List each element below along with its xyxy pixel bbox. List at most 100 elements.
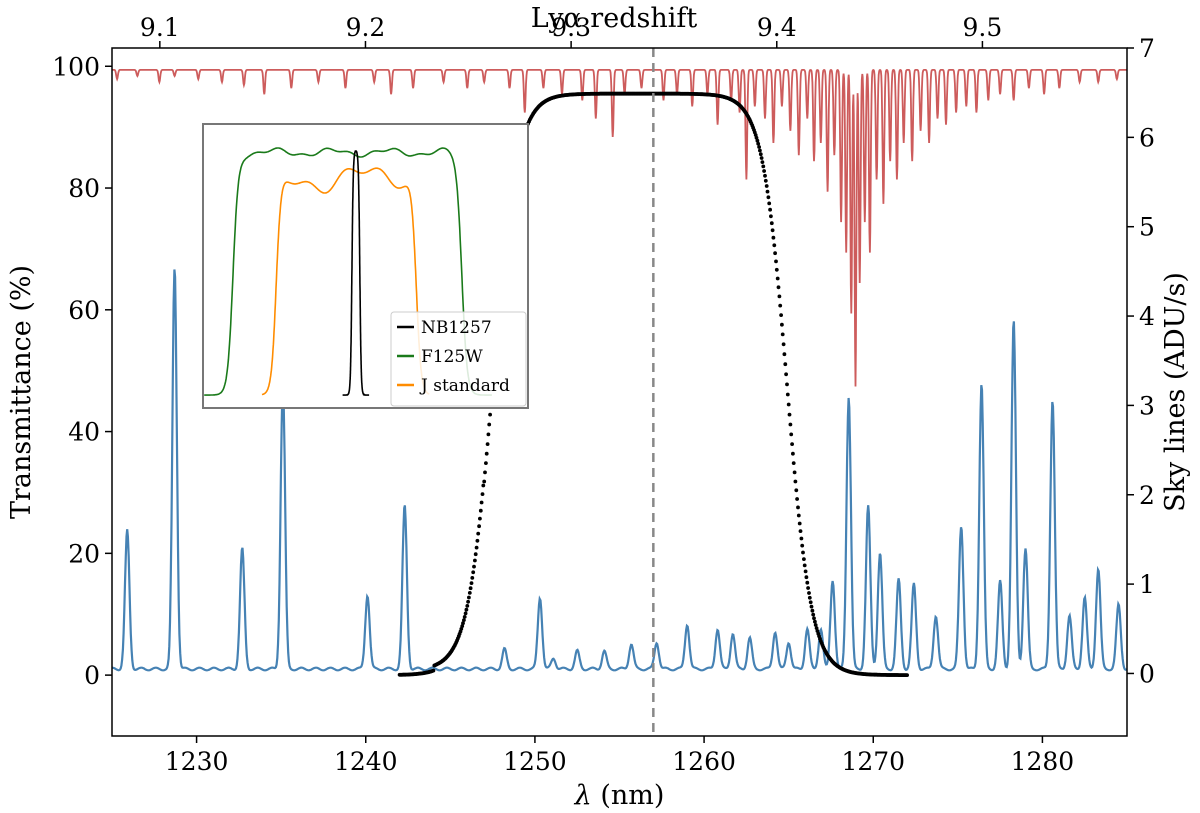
y-left-tick-label: 80	[68, 174, 100, 203]
nb1257-point	[782, 352, 787, 357]
x-tick-label: 1230	[165, 747, 229, 776]
y-right-tick-label: 7	[1139, 34, 1155, 63]
y-left-tick-label: 60	[68, 296, 100, 325]
nb1257-point	[773, 251, 777, 256]
top-tick-label: 9.3	[551, 13, 591, 42]
nb1257-point	[461, 621, 465, 626]
nb1257-point	[754, 135, 759, 140]
nb1257-point	[481, 483, 486, 488]
inset-plot: NB1257 F125W J standard	[202, 123, 529, 409]
nb1257-point	[809, 604, 814, 609]
y-right-tick-label: 4	[1139, 302, 1155, 331]
x-tick-label: 1270	[841, 747, 905, 776]
nb1257-point	[761, 164, 766, 169]
nb1257-point	[764, 184, 769, 188]
y-axis-right-title: Sky lines (ADU/s)	[1160, 272, 1191, 512]
nb1257-point	[787, 412, 792, 417]
nb1257-point	[802, 557, 806, 561]
nb1257-point	[487, 422, 492, 427]
inset-f125w-curve	[204, 147, 492, 396]
nb1257-point	[776, 285, 781, 290]
y-right-tick-label: 2	[1139, 481, 1155, 510]
nb1257-point	[460, 624, 465, 628]
nb1257-point	[769, 221, 774, 226]
nb1257-point	[475, 538, 480, 543]
nb1257-point	[770, 228, 775, 233]
nb1257-point	[800, 543, 805, 548]
nb1257-point	[799, 536, 804, 541]
nb1257-point	[476, 531, 481, 536]
y-left-tick-label: 0	[84, 661, 100, 690]
nb1257-point	[763, 173, 767, 178]
nb1257-point	[478, 516, 482, 521]
nb1257-point	[765, 189, 770, 194]
nb1257-point	[488, 412, 492, 417]
nb1257-point	[793, 479, 798, 484]
nb1257-point	[758, 152, 763, 157]
axes-layer: 1230 1240 1250 1260 1270 1280 0 20 40 60 80 100 0 1 2 3…	[52, 13, 1155, 776]
nb1257-point	[791, 451, 795, 456]
nb1257-point	[780, 332, 785, 337]
nb1257-point	[466, 599, 470, 604]
nb1257-point	[759, 156, 764, 160]
nb1257-point	[462, 615, 467, 619]
nb1257-point	[470, 576, 475, 580]
nb1257-point	[468, 586, 473, 591]
nb1257-point	[794, 488, 799, 493]
nb1257-point	[802, 563, 807, 568]
nb1257-point	[775, 276, 780, 281]
nb1257-point	[905, 673, 909, 677]
nb1257-point	[477, 524, 481, 529]
x-tick-label: 1250	[503, 747, 567, 776]
nb1257-point	[771, 235, 776, 240]
y-left-tick-label: 20	[68, 539, 100, 568]
nb1257-point	[812, 616, 816, 621]
nb1257-point	[789, 432, 794, 437]
nb1257-point	[801, 550, 805, 555]
inset-nb1257-curve	[342, 150, 370, 396]
nb1257-point	[473, 558, 477, 563]
nb1257-point	[795, 497, 799, 501]
y-left-tick-label: 100	[52, 52, 100, 81]
x-tick-label: 1240	[334, 747, 398, 776]
nb1257-point	[786, 402, 791, 407]
y-left-tick-label: 40	[68, 418, 100, 447]
top-tick-label: 9.1	[140, 13, 180, 42]
nb1257-point	[467, 591, 472, 595]
nb1257-point	[778, 303, 783, 308]
nb1257-point	[783, 362, 788, 367]
top-tick-label: 9.4	[757, 13, 797, 42]
x-tick-label: 1260	[672, 747, 736, 776]
nb1257-point	[774, 259, 778, 264]
x-axis-title-symbol: λ	[574, 780, 592, 811]
y-right-tick-label: 0	[1139, 659, 1155, 688]
nb1257-point	[465, 604, 470, 608]
top-axis-title: Lyα redshift	[531, 3, 698, 34]
x-tick-label: 1280	[1011, 747, 1075, 776]
nb1257-point	[781, 342, 786, 347]
inset-legend-label: F125W	[421, 347, 483, 367]
nb1257-point	[774, 267, 779, 272]
nb1257-point	[777, 294, 782, 299]
inset-legend-label: NB1257	[421, 318, 492, 338]
sky-lines-series	[112, 269, 1127, 672]
nb1257-point	[813, 619, 817, 624]
nb1257-point	[463, 611, 468, 616]
nb1257-point	[763, 178, 768, 183]
nb1257-point	[485, 442, 490, 446]
plot-frame	[111, 47, 1128, 737]
nb1257-point	[806, 586, 810, 590]
nb1257-point	[796, 505, 800, 510]
nb1257-point	[464, 607, 469, 612]
inset-legend-box	[390, 311, 527, 407]
nb1257-point	[768, 207, 772, 212]
nb1257-point	[756, 141, 761, 146]
nb1257-point	[479, 500, 484, 505]
nb1257-point	[792, 470, 797, 475]
nb1257-point	[482, 479, 487, 484]
nb1257-point	[486, 432, 491, 437]
nb1257-point	[813, 623, 818, 627]
nb1257-point	[467, 595, 471, 600]
nb1257-point	[462, 618, 466, 622]
nb1257-point	[769, 214, 773, 219]
